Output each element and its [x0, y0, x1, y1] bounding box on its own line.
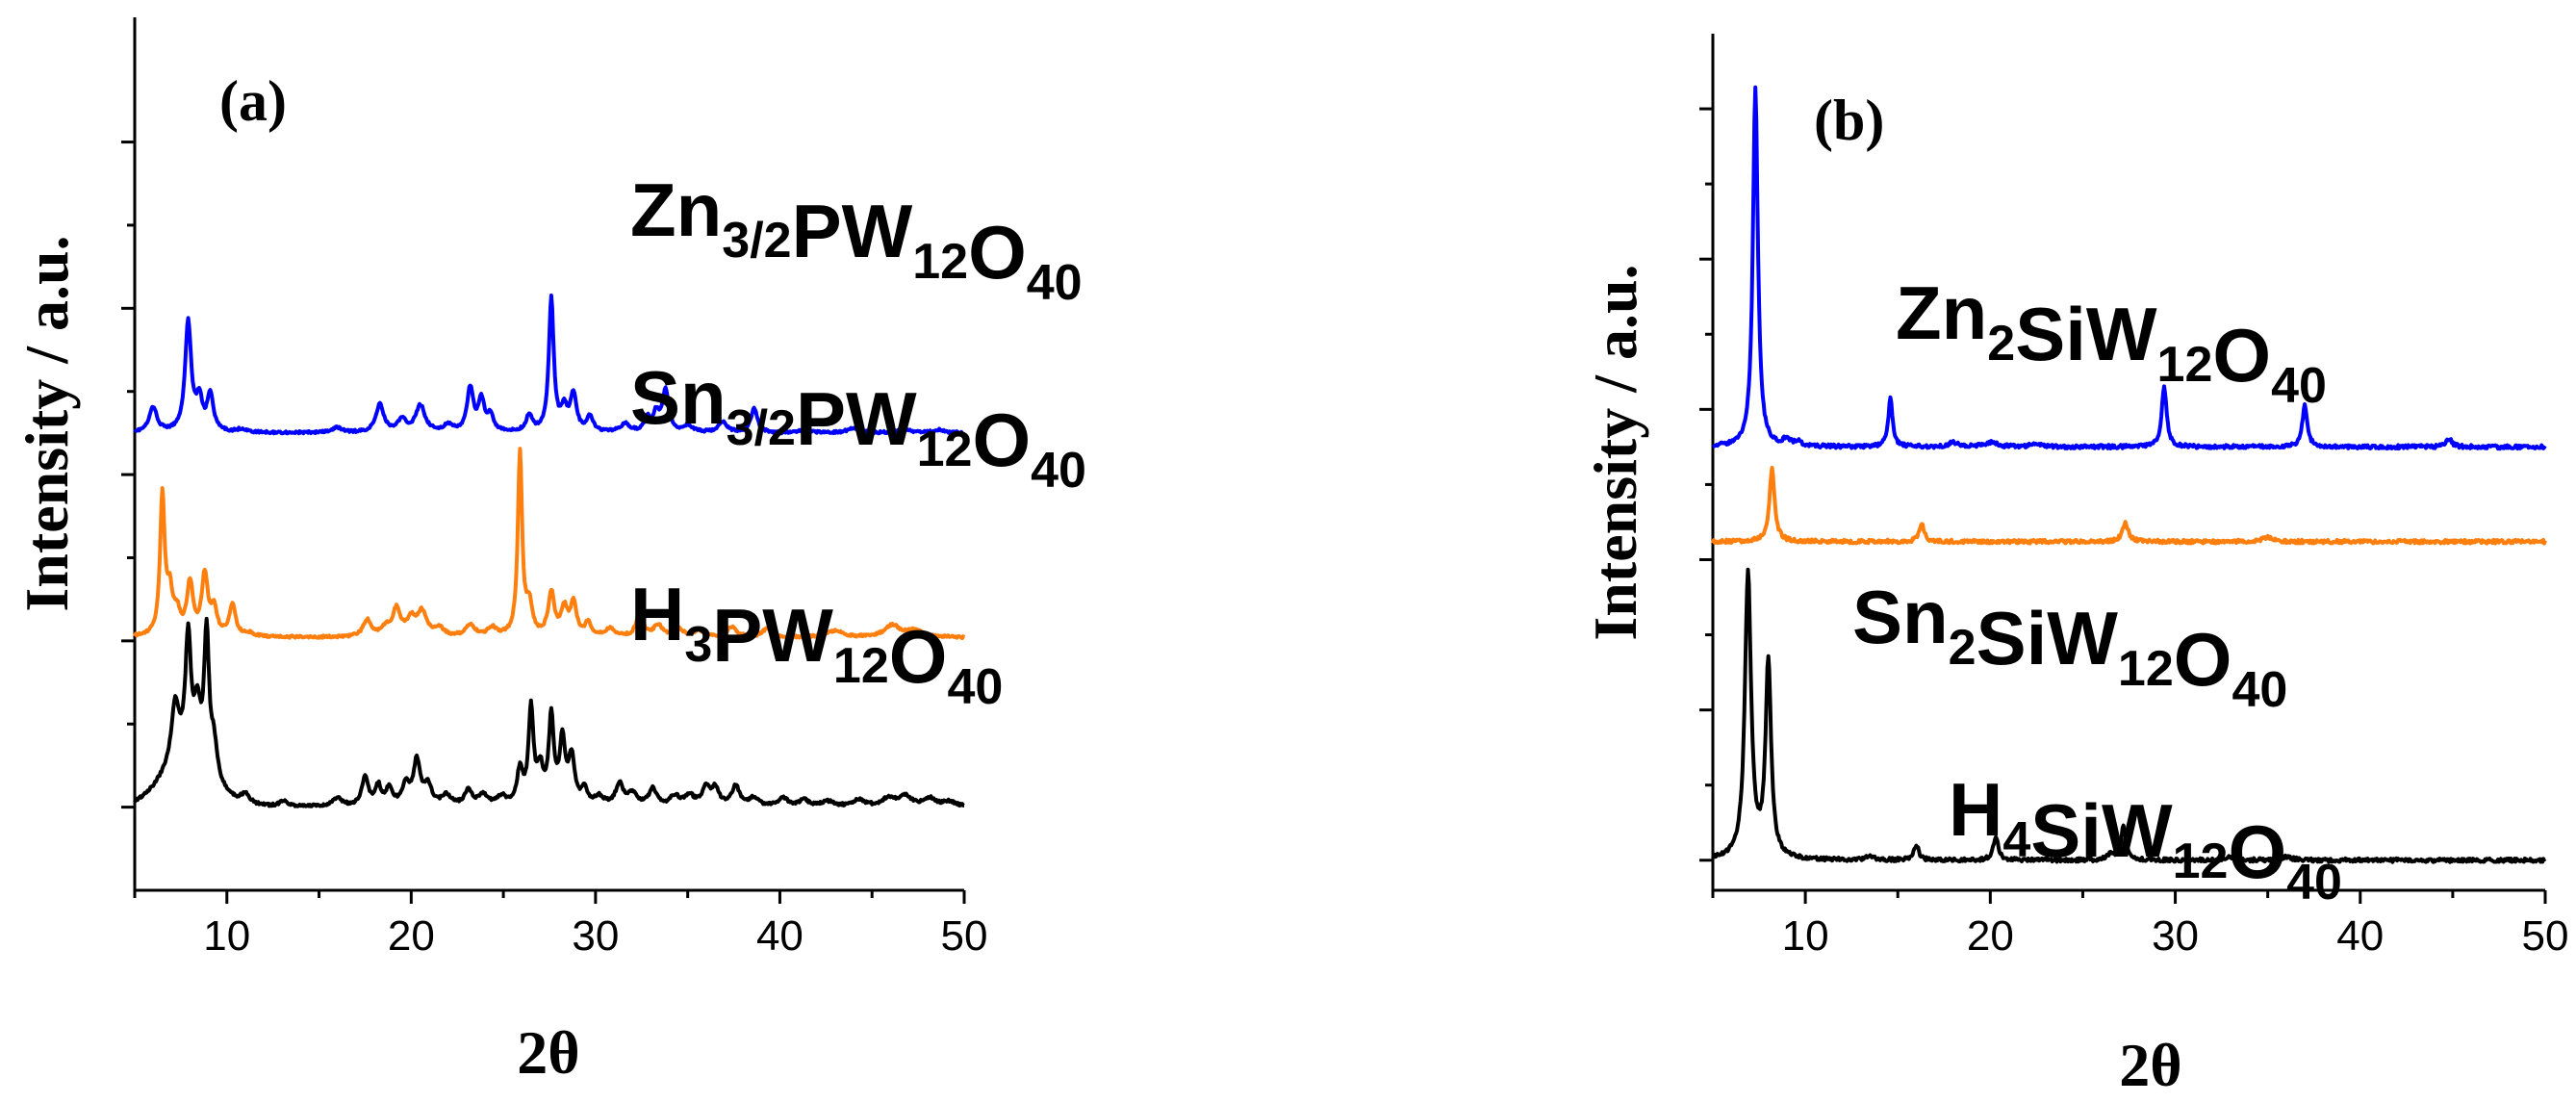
panel-label: (a) [219, 69, 287, 133]
x-tick-label: 40 [2336, 912, 2384, 960]
series-label-part: O [968, 210, 1027, 295]
x-tick-label: 20 [1967, 912, 2014, 960]
x-tick-label: 30 [2152, 912, 2199, 960]
series-label-subscript: 12 [2118, 641, 2174, 697]
series-label-part: Zn [630, 167, 722, 252]
series-label-subscript: 40 [2232, 662, 2287, 718]
series-label-subscript: 40 [1027, 255, 1083, 311]
series-label-part: O [889, 614, 948, 699]
series-line-Zn3/2PW12O40 [133, 294, 965, 436]
x-axis-title: 2θ [517, 1018, 579, 1087]
series-label-subscript: 3/2 [722, 213, 791, 269]
series-label-part: H [1949, 767, 2002, 852]
series-label-part: O [2174, 617, 2232, 702]
x-tick-label: 50 [941, 912, 988, 960]
series-label-subscript: 40 [947, 659, 1003, 715]
series-label: Sn2SiW12O40 [1852, 575, 2287, 718]
series-label-subscript: 4 [2002, 812, 2030, 868]
series-label-part: PW [792, 189, 913, 273]
series-line-H3PW12O40 [133, 616, 965, 808]
series-label: Sn3/2PW12O40 [630, 355, 1086, 499]
y-axis-title: Intensity / a.u. [1581, 264, 1649, 640]
x-tick-label: 40 [756, 912, 803, 960]
series-label-subscript: 3/2 [727, 400, 796, 456]
x-tick-label: 20 [388, 912, 435, 960]
x-tick-label: 10 [1782, 912, 1829, 960]
series-label-part: O [2212, 313, 2271, 398]
series-label-subscript: 40 [2286, 855, 2342, 911]
series-label-subscript: 12 [917, 422, 973, 477]
series-label-subscript: 12 [2173, 834, 2229, 889]
series-label-subscript: 40 [1031, 443, 1086, 499]
series-label: H3PW12O40 [630, 572, 1003, 715]
series-label-subscript: 2 [1987, 316, 2015, 372]
series-line-Zn2SiW12O40 [1711, 85, 2547, 451]
series-label-part: O [972, 398, 1031, 482]
series-label: Zn2SiW12O40 [1896, 270, 2327, 414]
series-label-subscript: 12 [2157, 337, 2213, 393]
series-label-part: H [630, 572, 684, 656]
series-label-part: Zn [1896, 270, 1987, 355]
series-label-part: SiW [2030, 788, 2173, 873]
x-axis-title: 2θ [2119, 1031, 2181, 1099]
series-label-subscript: 12 [833, 638, 889, 694]
series-label: Zn3/2PW12O40 [630, 167, 1083, 311]
y-axis-title: Intensity / a.u. [13, 235, 81, 611]
series-label-part: PW [712, 593, 833, 678]
series-label-part: O [2228, 809, 2286, 894]
series-line-Sn3/2PW12O40 [133, 447, 966, 640]
series-label-part: Sn [630, 355, 727, 440]
series-label-part: SiW [2015, 292, 2157, 376]
series-label-subscript: 12 [912, 234, 968, 290]
x-tick-label: 30 [572, 912, 619, 960]
panel-label: (b) [1814, 89, 1884, 152]
series-label-subscript: 40 [2271, 358, 2327, 414]
series-label-part: Sn [1852, 575, 1949, 659]
series-line-Sn2SiW12O40 [1711, 466, 2547, 546]
series-label-part: PW [796, 376, 917, 461]
series-line-H4SiW12O40 [1711, 567, 2547, 864]
series-label-subscript: 3 [684, 617, 712, 673]
x-tick-label: 50 [2522, 912, 2569, 960]
series-label: H4SiW12O40 [1949, 767, 2342, 911]
series-label-subscript: 2 [1949, 620, 1977, 676]
x-tick-label: 10 [203, 912, 250, 960]
series-label-part: SiW [1977, 596, 2119, 680]
